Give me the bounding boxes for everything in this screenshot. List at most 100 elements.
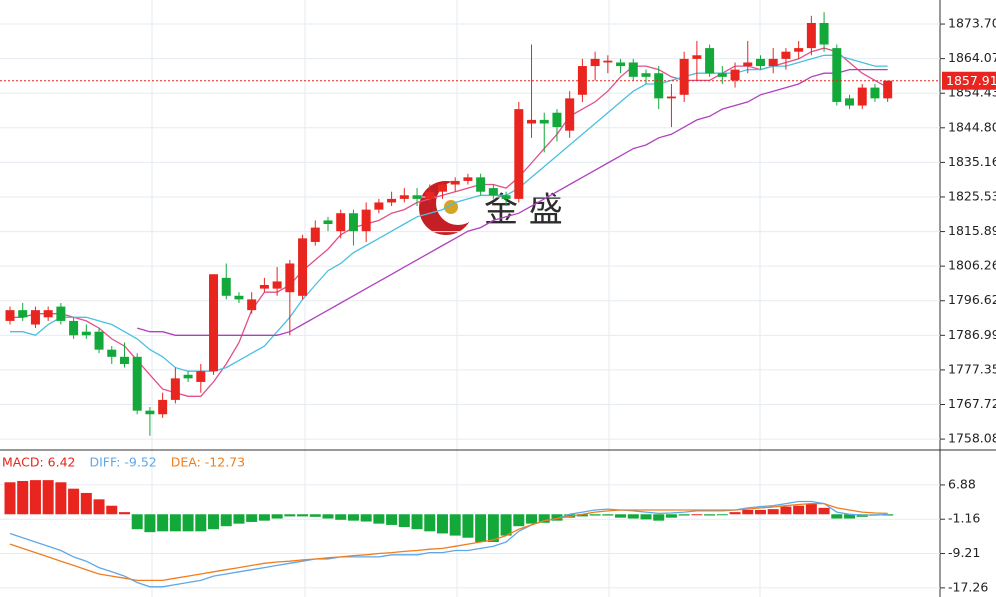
y-tick-label: 1758.08 (948, 431, 996, 446)
macd-bar (500, 514, 512, 536)
macd-bar (780, 506, 792, 515)
macd-bar (80, 492, 92, 515)
candle-body (857, 87, 867, 106)
candle-body (361, 209, 371, 232)
macd-bar (118, 512, 130, 515)
candle-body (348, 213, 358, 232)
y-tick-label: -17.26 (948, 579, 988, 594)
macd-bar (68, 488, 80, 515)
macd-bar (157, 514, 169, 532)
candle-body (374, 202, 384, 210)
candle-body (196, 371, 206, 382)
macd-bar (665, 514, 677, 518)
candle-body (590, 58, 600, 67)
candle-body (743, 62, 753, 67)
macd-bar (246, 514, 258, 522)
last-price-label: 1857.91 (946, 73, 996, 88)
macd-bar (258, 514, 270, 521)
candle-body (845, 98, 855, 106)
y-tick-label: 1767.72 (948, 396, 996, 411)
y-tick-label: 1844.80 (948, 119, 996, 134)
macd-bar (4, 482, 16, 515)
macd-bar (729, 512, 741, 515)
macd-bar (106, 505, 118, 515)
candle-body (501, 195, 511, 199)
y-tick-label: 1835.16 (948, 154, 996, 169)
candle-body (666, 96, 676, 99)
y-tick-label: 1864.07 (948, 50, 996, 65)
candle-body (158, 399, 168, 415)
candle-body (806, 22, 816, 49)
macd-bar (691, 514, 703, 516)
candle-body (654, 73, 664, 99)
candle-body (170, 378, 180, 400)
y-tick-label: 1777.35 (948, 361, 996, 376)
candle-body (298, 238, 308, 296)
y-tick-label: 1786.99 (948, 327, 996, 342)
macd-bar (475, 514, 487, 542)
candle-body (730, 69, 740, 81)
candle-body (755, 58, 765, 67)
candle-body (692, 55, 702, 59)
macd-bar (335, 514, 347, 520)
indicator-line (9, 502, 888, 582)
y-tick-label: -9.21 (948, 545, 980, 560)
logo (436, 181, 480, 225)
macd-bar (704, 514, 716, 516)
macd-bar (271, 514, 283, 519)
candle-body (819, 22, 829, 45)
macd-bar (526, 514, 538, 524)
candle-body (705, 48, 715, 74)
candle-body (412, 195, 422, 199)
candle-body (476, 177, 486, 192)
candle-body (30, 310, 40, 325)
y-tick-label: 1815.89 (948, 223, 996, 238)
macd-bar (386, 514, 398, 525)
macd-bar (818, 507, 830, 515)
macd-bar (220, 514, 232, 527)
candle-body (107, 349, 117, 357)
macd-bar (297, 514, 309, 517)
macd-bar (29, 480, 41, 515)
candle-body (56, 306, 66, 321)
macd-bar (93, 499, 105, 515)
macd-bar (55, 482, 67, 515)
candle-body (577, 66, 587, 95)
macd-bar (615, 514, 627, 518)
candle-body (323, 220, 333, 224)
legend-entry: DIFF: -9.52 (90, 455, 157, 470)
candle-body (450, 180, 460, 185)
candle-body (183, 374, 193, 379)
candle-body (132, 356, 142, 411)
candle-body (768, 58, 778, 67)
candle-body (514, 109, 524, 199)
macd-bar (513, 514, 525, 527)
indicator-line (137, 68, 888, 336)
candle-body (5, 310, 15, 321)
candle-body (527, 119, 537, 124)
macd-bar (208, 514, 220, 530)
candle-body (565, 98, 575, 131)
candle-body (488, 188, 498, 196)
candle-body (539, 119, 549, 124)
candle-body (247, 299, 257, 311)
legend-entry: MACD: 6.42 (2, 455, 76, 470)
macd-bar (754, 510, 766, 515)
candle-body (628, 62, 638, 77)
candle-body (272, 281, 282, 289)
macd-bar (640, 514, 652, 520)
macd-bar (805, 503, 817, 515)
candle-body (69, 320, 79, 336)
candle-body (259, 285, 269, 289)
macd-bar (411, 514, 423, 530)
candle-body (437, 184, 447, 192)
macd-bar (716, 514, 728, 516)
macd-bar (309, 514, 321, 517)
macd-bar (589, 514, 601, 516)
candle-body (81, 331, 91, 336)
candle-body (425, 191, 435, 199)
candle-body (94, 331, 104, 350)
y-tick-label: -1.16 (948, 511, 980, 526)
candle-body (336, 213, 346, 232)
